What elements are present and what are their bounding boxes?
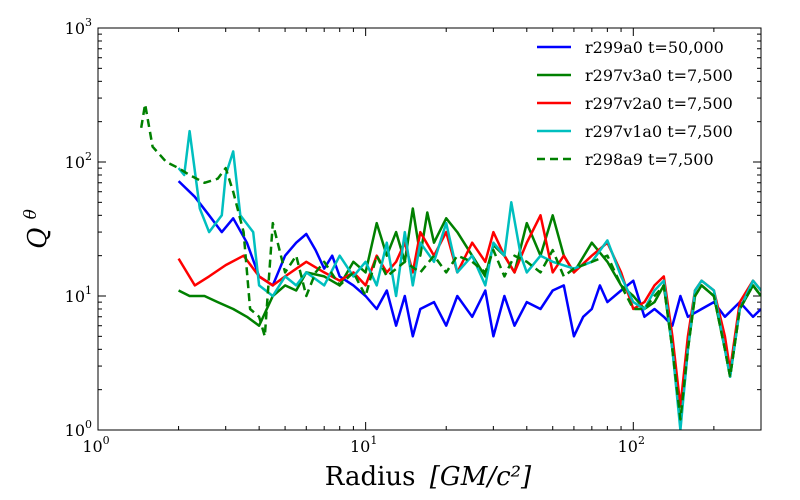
series-line-2	[177, 214, 761, 408]
x-axis-title: Radius [GM/c²]	[325, 462, 532, 492]
y-tick-labels: 100 101 102 103	[65, 16, 92, 440]
plot-area	[98, 28, 761, 430]
series-layer	[139, 102, 761, 430]
legend-label-3: r297v1a0 t=7,500	[585, 122, 733, 141]
x-axis-title-text: Radius	[325, 462, 416, 492]
legend-label-4: r298a9 t=7,500	[585, 150, 714, 169]
y-tick-label: 100	[65, 418, 92, 440]
x-tick-label: 101	[350, 434, 377, 456]
y-axis-title-sup: θ	[21, 209, 41, 219]
x-tick-label: 102	[618, 434, 645, 456]
legend-label-1: r297v3a0 t=7,500	[585, 66, 733, 85]
legend-label-0: r299a0 t=50,000	[585, 38, 724, 57]
y-tick-label: 102	[65, 150, 92, 172]
legend: r299a0 t=50,000 r297v3a0 t=7,500 r297v2a0 …	[537, 38, 733, 169]
legend-label-2: r297v2a0 t=7,500	[585, 94, 733, 113]
x-tick-label: 100	[82, 434, 109, 456]
x-axis-title-unit: [GM/c²]	[430, 462, 532, 492]
x-tick-labels: 100 101 102	[82, 434, 645, 456]
series-line-0	[177, 180, 761, 338]
y-tick-label: 103	[65, 16, 92, 38]
y-axis-title: Q θ	[21, 209, 53, 249]
plot-frame	[97, 27, 762, 431]
minor-ticks	[98, 28, 762, 430]
y-axis-title-text: Q	[23, 228, 53, 249]
y-tick-label: 101	[65, 284, 92, 306]
